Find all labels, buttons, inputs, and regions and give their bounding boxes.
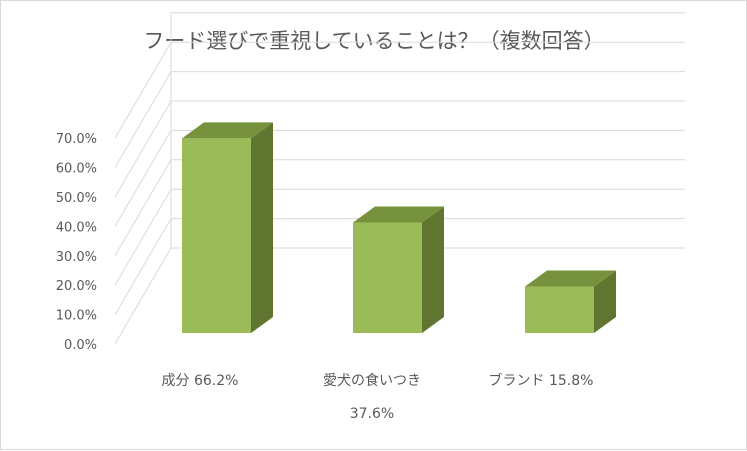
bar-front	[353, 222, 422, 333]
bar-1	[182, 122, 273, 333]
category-label: 愛犬の食いつき	[323, 372, 421, 389]
bar-top	[353, 206, 444, 223]
category-label: ブランド 15.8%	[489, 372, 594, 389]
bar-2	[353, 206, 444, 333]
bar-side	[594, 270, 616, 333]
gridline	[114, 41, 685, 139]
y-tick-label: 40.0%	[56, 220, 97, 235]
category-labels: 成分 66.2% 愛犬の食いつき 37.6% ブランド 15.8%	[162, 372, 594, 422]
bar-front	[525, 286, 594, 333]
bar-top	[182, 122, 273, 139]
y-tick-label: 0.0%	[64, 338, 97, 353]
bar-side	[422, 206, 444, 333]
bar-top	[525, 270, 616, 287]
category-label: 37.6%	[350, 406, 394, 422]
back-wall-edge	[170, 12, 685, 248]
chart-title: フード選びで重視していることは？（複数回答）	[143, 29, 604, 53]
bar-3	[525, 270, 616, 333]
bar-front	[182, 138, 251, 333]
category-label: 成分 66.2%	[162, 373, 239, 389]
y-tick-label: 10.0%	[56, 309, 97, 324]
y-axis-ticks: 0.0% 10.0% 20.0% 30.0% 40.0% 50.0% 60.0% 70.0%	[56, 132, 97, 353]
y-tick-label: 50.0%	[56, 191, 97, 206]
y-tick-label: 60.0%	[56, 162, 97, 177]
bars	[182, 122, 616, 333]
y-tick-label: 70.0%	[56, 132, 97, 147]
y-tick-label: 20.0%	[56, 279, 97, 294]
y-tick-label: 30.0%	[56, 250, 97, 265]
bar-side	[251, 122, 273, 333]
gridlines	[114, 12, 685, 345]
